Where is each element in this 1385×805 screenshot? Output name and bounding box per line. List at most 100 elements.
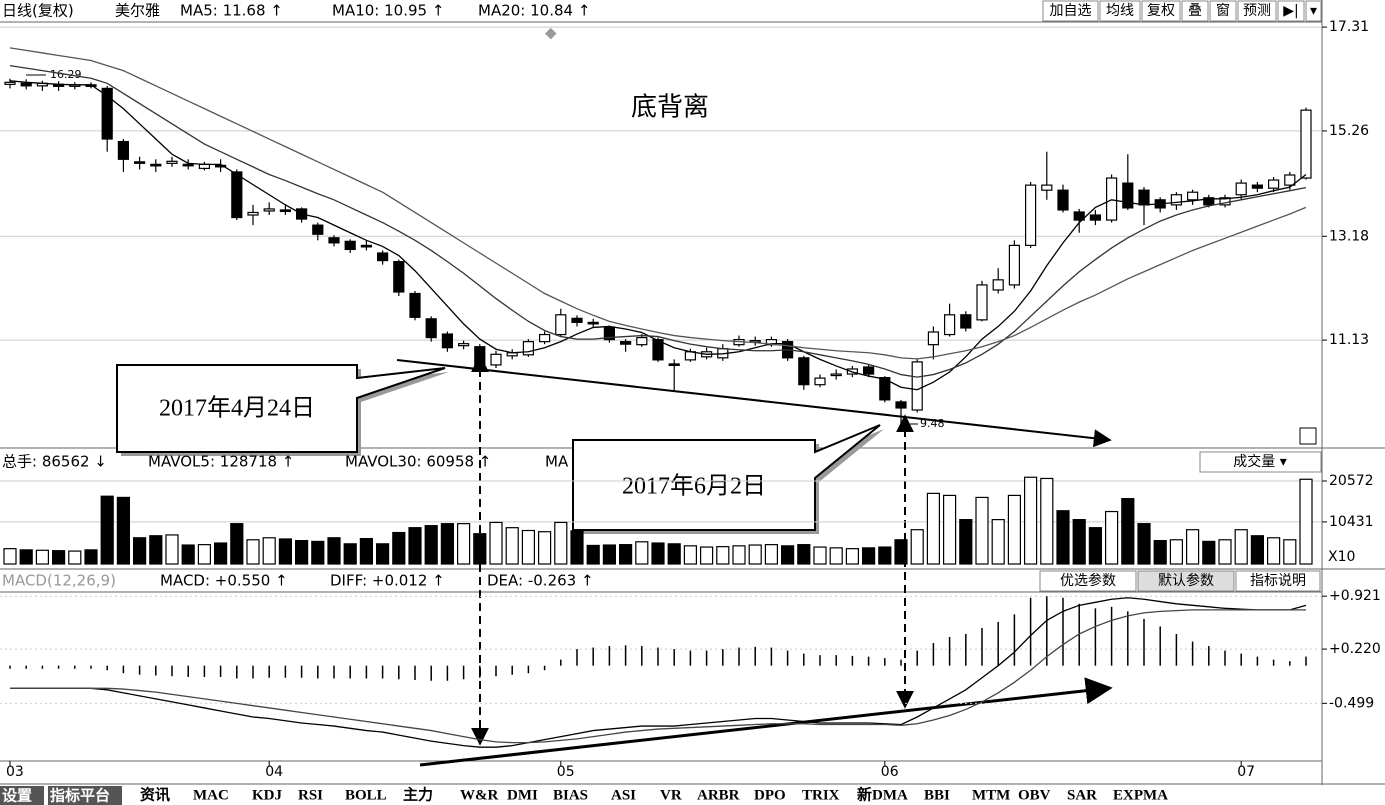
x-tick-label: 03: [6, 764, 24, 780]
volume-bar: [116, 496, 131, 565]
volume-bar: [521, 529, 536, 565]
tab[interactable]: KDJ: [252, 787, 283, 803]
tab[interactable]: W&R: [460, 787, 498, 803]
candle-body: [1024, 184, 1037, 246]
candle-body: [927, 331, 940, 346]
tab[interactable]: BOLL: [345, 787, 387, 803]
toolbar-button-label[interactable]: 叠: [1188, 3, 1202, 19]
volume-bar: [651, 542, 665, 565]
callout-box: [572, 424, 881, 531]
volume-bar: [716, 546, 730, 565]
tab[interactable]: BIAS: [553, 787, 588, 803]
toolbar-button-label[interactable]: 窗: [1216, 2, 1230, 19]
tab[interactable]: ASI: [611, 787, 636, 803]
volume-bar: [1250, 535, 1265, 565]
candle-body: [328, 237, 340, 244]
indicator-button-label[interactable]: 优选参数: [1060, 572, 1116, 589]
candle-body: [603, 326, 616, 341]
indicator-button[interactable]: [1137, 570, 1235, 592]
tab[interactable]: 主力: [403, 785, 433, 803]
toolbar-button[interactable]: [1209, 0, 1237, 22]
tab-highlight[interactable]: [48, 786, 122, 805]
volume-bar: [457, 523, 471, 565]
tab[interactable]: RSI: [298, 787, 323, 803]
volume-bar: [51, 550, 66, 565]
dropdown-label[interactable]: 成交量 ▾: [1233, 453, 1286, 470]
candle-body: [636, 336, 648, 346]
indicator-button-label[interactable]: 指标说明: [1250, 573, 1306, 589]
toolbar-button-label[interactable]: ▾: [1310, 3, 1317, 19]
volume-bar: [910, 529, 924, 565]
toolbar-button-label[interactable]: 复权: [1147, 2, 1175, 19]
volume-bar: [392, 531, 406, 565]
indicator-button[interactable]: [1235, 570, 1321, 592]
candle-body: [182, 163, 194, 167]
tab[interactable]: MAC: [193, 787, 229, 803]
toolbar-button[interactable]: [1277, 0, 1305, 22]
volume-bar: [327, 537, 341, 565]
icon[interactable]: [1299, 427, 1317, 445]
y-tick-label: 11.13: [1329, 332, 1369, 348]
tab-highlight[interactable]: [0, 786, 44, 805]
tab[interactable]: DPO: [754, 787, 786, 803]
dropdown[interactable]: [1199, 451, 1322, 473]
candle-body: [117, 140, 130, 160]
candle-body: [215, 164, 227, 168]
candle-body: [377, 252, 389, 262]
tab[interactable]: OBV: [1018, 787, 1051, 803]
candle-body: [231, 171, 243, 219]
volume-bar: [1202, 540, 1216, 565]
toolbar-button[interactable]: [1141, 0, 1181, 22]
candle-body: [441, 333, 453, 349]
candle-body: [1235, 182, 1247, 196]
volume-bar: [68, 550, 82, 565]
toolbar-button[interactable]: [1237, 0, 1277, 22]
indicator-button[interactable]: [1039, 570, 1137, 592]
tab[interactable]: 新DMA: [857, 785, 908, 803]
volume-bar: [813, 546, 827, 565]
volume-bar: [1056, 510, 1070, 565]
volume-bar: [926, 492, 941, 565]
x-tick-label: 04: [265, 764, 283, 780]
x-tick-label: 07: [1237, 764, 1255, 780]
indicator-button-label[interactable]: 默认参数: [1158, 572, 1214, 589]
candle-body: [344, 240, 356, 251]
toolbar-button[interactable]: [1305, 0, 1322, 22]
low-label: 9.48: [920, 417, 945, 430]
trend-line: [419, 677, 1113, 767]
toolbar-button[interactable]: [1042, 0, 1099, 22]
toolbar-button-label[interactable]: 预测: [1243, 3, 1271, 19]
volume-legend-item: MAVOL5: 128718 ↑: [148, 453, 294, 471]
tab[interactable]: DMI: [507, 787, 538, 803]
volume-bar: [1007, 494, 1022, 565]
volume-bar: [797, 544, 811, 565]
tab[interactable]: 指标平台: [50, 787, 110, 805]
toolbar-button-label[interactable]: 均线: [1106, 3, 1134, 19]
toolbar-button-label[interactable]: 加自选: [1050, 3, 1092, 19]
y-unit: X10: [1328, 549, 1355, 565]
volume-bar: [19, 549, 33, 565]
volume-bar: [683, 545, 698, 565]
candle-body: [1284, 174, 1296, 186]
toolbar-button[interactable]: [1099, 0, 1141, 22]
x-tick-label: 05: [557, 764, 575, 780]
trend-line: [396, 359, 1112, 448]
volume-bar: [554, 521, 568, 565]
tab[interactable]: 资讯: [140, 785, 170, 803]
tab[interactable]: TRIX: [802, 787, 840, 803]
volume-bar: [570, 530, 584, 565]
volume-bar: [424, 525, 438, 565]
candle-body: [1251, 184, 1264, 189]
tab[interactable]: EXPMA: [1113, 787, 1168, 803]
tab[interactable]: MTM: [972, 787, 1010, 803]
tab[interactable]: VR: [660, 787, 682, 803]
legend-item: MA5: 11.68 ↑: [180, 2, 283, 20]
tab[interactable]: ARBR: [697, 787, 740, 803]
tab[interactable]: 设置: [2, 787, 32, 805]
toolbar-button-label[interactable]: ▶|: [1283, 3, 1298, 19]
volume-bar: [84, 549, 98, 565]
tab[interactable]: SAR: [1067, 787, 1097, 803]
toolbar-button[interactable]: [1181, 0, 1209, 22]
tab[interactable]: BBI: [924, 787, 950, 803]
candle-body: [1105, 177, 1118, 221]
